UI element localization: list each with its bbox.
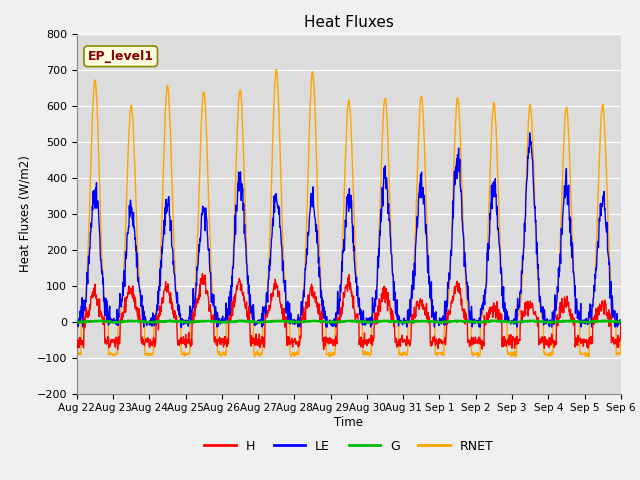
Legend: H, LE, G, RNET: H, LE, G, RNET [199, 434, 499, 457]
X-axis label: Time: Time [334, 416, 364, 429]
Text: EP_level1: EP_level1 [88, 50, 154, 63]
Title: Heat Fluxes: Heat Fluxes [304, 15, 394, 30]
Y-axis label: Heat Fluxes (W/m2): Heat Fluxes (W/m2) [18, 155, 31, 272]
